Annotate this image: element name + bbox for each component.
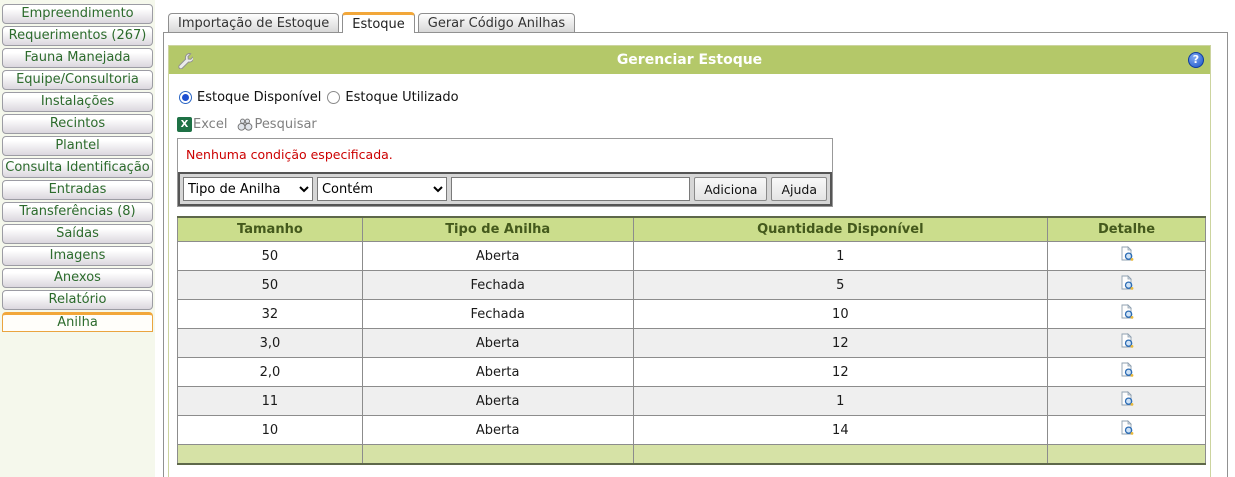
cell-quantidade: 1 — [632, 386, 1049, 416]
cell-tamanho: 3,0 — [177, 328, 363, 358]
cell-tipo: Fechada — [361, 299, 634, 329]
excel-export-link[interactable]: X Excel — [177, 117, 227, 132]
sidebar-item[interactable]: Entradas — [2, 180, 153, 200]
help-icon[interactable]: ? — [1188, 52, 1204, 68]
sidebar-item[interactable]: Relatório — [2, 290, 153, 310]
cell-detalhe — [1047, 299, 1206, 329]
radio-label: Estoque Utilizado — [345, 90, 459, 105]
tab[interactable]: Estoque — [342, 12, 415, 33]
sidebar-item[interactable]: Anilha — [2, 312, 153, 332]
cell-detalhe — [1047, 357, 1206, 387]
cell-quantidade: 12 — [632, 357, 1049, 387]
table-header-row: Tamanho Tipo de Anilha Quantidade Dispon… — [177, 216, 1206, 242]
toolbar-links: X Excel Pesqu — [177, 117, 1210, 132]
cell-quantidade: 5 — [632, 270, 1049, 300]
no-condition-message: Nenhuma condição especificada. — [186, 147, 393, 162]
filter-operator-select[interactable]: Contém — [316, 177, 447, 201]
stock-type-radio-group: Estoque Disponível Estoque Utilizado — [179, 90, 1210, 105]
search-link[interactable]: Pesquisar — [237, 117, 317, 132]
cell-tamanho: 11 — [177, 386, 363, 416]
table-row: 50 Aberta 1 — [177, 241, 1206, 271]
table-row: 32 Fechada 10 — [177, 299, 1206, 329]
content-panel: Gerenciar Estoque ? Estoque Disponível — [163, 32, 1228, 477]
excel-icon: X — [177, 117, 192, 132]
sidebar-item[interactable]: Saídas — [2, 224, 153, 244]
document-magnifier-icon[interactable] — [1119, 333, 1135, 349]
cell-tamanho: 50 — [177, 270, 363, 300]
tab-bar: Importação de Estoque Estoque Gerar Códi… — [168, 12, 1235, 33]
cell-quantidade: 14 — [632, 415, 1049, 445]
column-header-detalhe: Detalhe — [1047, 216, 1206, 242]
condition-row: Tipo de Anilha Contém Adiciona Ajuda — [178, 172, 832, 206]
sidebar-item[interactable]: Instalações — [2, 92, 153, 112]
cell-tipo: Aberta — [361, 328, 634, 358]
page-title: Gerenciar Estoque — [616, 52, 763, 68]
filter-help-button[interactable]: Ajuda — [771, 177, 827, 201]
sidebar-item[interactable]: Anexos — [2, 268, 153, 288]
filter-field-select[interactable]: Tipo de Anilha — [183, 177, 313, 201]
cell-tamanho: 50 — [177, 241, 363, 271]
binoculars-icon — [237, 117, 253, 132]
cell-tipo: Aberta — [361, 415, 634, 445]
table-row: 50 Fechada 5 — [177, 270, 1206, 300]
sidebar-item[interactable]: Consulta Identificação — [2, 158, 153, 178]
document-magnifier-icon[interactable] — [1119, 246, 1135, 262]
cell-tipo: Aberta — [361, 357, 634, 387]
tab[interactable]: Importação de Estoque — [168, 13, 340, 32]
cell-detalhe — [1047, 386, 1206, 416]
add-condition-button[interactable]: Adiciona — [694, 177, 768, 201]
panel-inner: Gerenciar Estoque ? Estoque Disponível — [168, 45, 1211, 477]
cell-tamanho: 2,0 — [177, 357, 363, 387]
table-row: 3,0 Aberta 12 — [177, 328, 1206, 358]
radio-estoque-utilizado[interactable]: Estoque Utilizado — [327, 90, 459, 105]
cell-quantidade: 12 — [632, 328, 1049, 358]
sidebar-item[interactable]: Requerimentos (267) — [2, 26, 153, 46]
table-row: 10 Aberta 14 — [177, 415, 1206, 445]
column-header-tamanho: Tamanho — [177, 216, 363, 242]
cell-tipo: Fechada — [361, 270, 634, 300]
cell-tipo: Aberta — [361, 241, 634, 271]
radio-dot-icon — [327, 91, 341, 104]
tab[interactable]: Gerar Código Anilhas — [417, 13, 576, 32]
table-footer-row — [177, 444, 1206, 464]
document-magnifier-icon[interactable] — [1119, 391, 1135, 407]
document-magnifier-icon[interactable] — [1119, 304, 1135, 320]
cell-tamanho: 32 — [177, 299, 363, 329]
cell-tamanho: 10 — [177, 415, 363, 445]
cell-quantidade: 1 — [632, 241, 1049, 271]
cell-quantidade: 10 — [632, 299, 1049, 329]
cell-tipo: Aberta — [361, 386, 634, 416]
sidebar-item[interactable]: Plantel — [2, 136, 153, 156]
column-header-tipo: Tipo de Anilha — [361, 216, 634, 242]
document-magnifier-icon[interactable] — [1119, 420, 1135, 436]
panel-titlebar: Gerenciar Estoque ? — [169, 46, 1210, 74]
filter-box: Nenhuma condição especificada. Tipo de A… — [177, 138, 833, 207]
radio-dot-icon — [179, 91, 192, 104]
sidebar-item[interactable]: Imagens — [2, 246, 153, 266]
wrench-icon[interactable] — [176, 52, 193, 69]
document-magnifier-icon[interactable] — [1119, 275, 1135, 291]
table-row: 2,0 Aberta 12 — [177, 357, 1206, 387]
sidebar: Empreendimento Requerimentos (267) Fauna… — [0, 0, 155, 477]
cell-detalhe — [1047, 328, 1206, 358]
main-content: Importação de Estoque Estoque Gerar Códi… — [163, 0, 1235, 477]
radio-estoque-disponivel[interactable]: Estoque Disponível — [179, 90, 321, 105]
table-row: 11 Aberta 1 — [177, 386, 1206, 416]
sidebar-item[interactable]: Empreendimento — [2, 4, 153, 24]
stock-table: Tamanho Tipo de Anilha Quantidade Dispon… — [177, 216, 1206, 465]
document-magnifier-icon[interactable] — [1119, 362, 1135, 378]
sidebar-item[interactable]: Transferências (8) — [2, 202, 153, 222]
sidebar-item[interactable]: Recintos — [2, 114, 153, 134]
radio-label: Estoque Disponível — [197, 90, 322, 105]
filter-value-input[interactable] — [450, 177, 691, 201]
column-header-quantidade: Quantidade Disponível — [632, 216, 1049, 242]
cell-detalhe — [1047, 415, 1206, 445]
cell-detalhe — [1047, 241, 1206, 271]
cell-detalhe — [1047, 270, 1206, 300]
sidebar-item[interactable]: Equipe/Consultoria — [2, 70, 153, 90]
sidebar-item[interactable]: Fauna Manejada — [2, 48, 153, 68]
